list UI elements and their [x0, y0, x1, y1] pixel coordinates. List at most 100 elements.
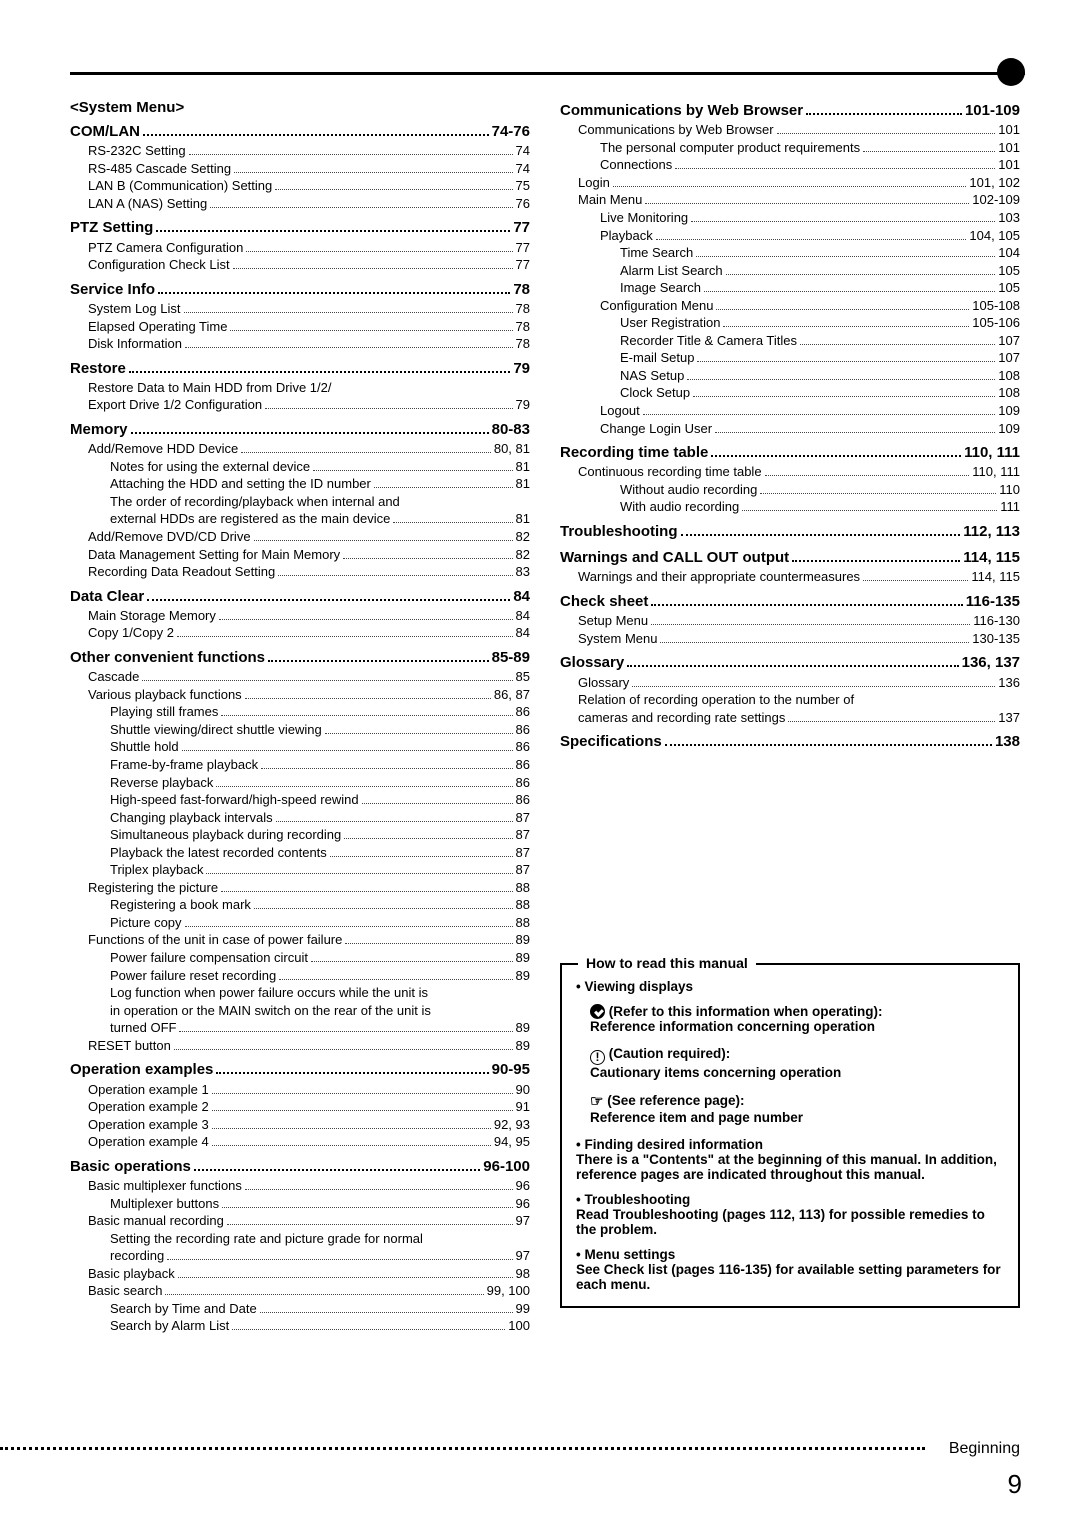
toc-entry: User Registration 105-106	[560, 314, 1020, 332]
toc-leader-dots	[265, 408, 512, 409]
toc-leader-dots	[742, 510, 997, 511]
toc-entry: Basic search 99, 100	[70, 1282, 530, 1300]
toc-label: Without audio recording	[620, 481, 757, 499]
toc-leader-dots	[241, 452, 491, 453]
toc-entry: Various playback functions 86, 87	[70, 686, 530, 704]
caution-icon: !	[590, 1050, 605, 1065]
toc-leader-dots	[227, 1224, 513, 1225]
toc-label: Communications by Web Browser	[560, 101, 803, 121]
toc-entry: System Menu 130-135	[560, 630, 1020, 648]
toc-label: Recorder Title & Camera Titles	[620, 332, 797, 350]
toc-label: E-mail Setup	[620, 349, 694, 367]
toc-leader-dots	[268, 660, 489, 662]
toc-label: Live Monitoring	[600, 209, 688, 227]
toc-page: 97	[516, 1247, 530, 1265]
toc-leader-dots	[216, 786, 512, 787]
toc-entry: Connections 101	[560, 156, 1020, 174]
toc-text-continuation: Log function when power failure occurs w…	[70, 984, 530, 1002]
toc-entry: Main Storage Memory 84	[70, 607, 530, 625]
toc-leader-dots	[210, 207, 512, 208]
toc-page: 85	[516, 668, 530, 686]
toc-leader-dots	[184, 312, 513, 313]
info-box-title: How to read this manual	[578, 955, 756, 971]
toc-leader-dots	[261, 768, 512, 769]
toc-entry: E-mail Setup 107	[560, 349, 1020, 367]
toc-entry: Change Login User 109	[560, 420, 1020, 438]
toc-entry: Picture copy 88	[70, 914, 530, 932]
toc-section: Recording time table 110, 111	[560, 443, 1020, 463]
toc-page: 101	[998, 121, 1020, 139]
toc-label: PTZ Setting	[70, 218, 153, 238]
toc-leader-dots	[222, 1207, 512, 1208]
toc-entry: Glossary 136	[560, 674, 1020, 692]
toc-page: 114, 115	[963, 548, 1020, 568]
toc-entry: Multiplexer buttons 96	[70, 1195, 530, 1213]
toc-section: Glossary 136, 137	[560, 653, 1020, 673]
toc-leader-dots	[234, 172, 512, 173]
toc-leader-dots	[393, 522, 512, 523]
toc-label: recording	[110, 1247, 164, 1265]
system-menu-heading: <System Menu>	[70, 99, 530, 116]
toc-leader-dots	[645, 203, 969, 204]
toc-label: Power failure compensation circuit	[110, 949, 308, 967]
toc-leader-dots	[177, 636, 513, 637]
toc-entry: Clock Setup 108	[560, 384, 1020, 402]
toc-page: 87	[516, 809, 530, 827]
toc-page: 104	[998, 244, 1020, 262]
toc-page: 79	[513, 359, 530, 379]
toc-label: Continuous recording time table	[578, 463, 762, 481]
toc-leader-dots	[129, 371, 510, 373]
toc-page: 89	[516, 949, 530, 967]
toc-leader-dots	[167, 1259, 512, 1260]
toc-entry: Elapsed Operating Time 78	[70, 318, 530, 336]
toc-entry: Main Menu 102-109	[560, 191, 1020, 209]
toc-entry: Disk Information 78	[70, 335, 530, 353]
toc-page: 97	[516, 1212, 530, 1230]
toc-entry: Logout 109	[560, 402, 1020, 420]
toc-entry: Configuration Check List 77	[70, 256, 530, 274]
toc-leader-dots	[800, 344, 995, 345]
toc-page: 89	[516, 967, 530, 985]
toc-leader-dots	[665, 744, 992, 746]
toc-page: 87	[516, 861, 530, 879]
toc-entry: Image Search 105	[560, 279, 1020, 297]
toc-entry: Basic multiplexer functions 96	[70, 1177, 530, 1195]
toc-label: Basic search	[88, 1282, 162, 1300]
toc-entry: With audio recording 111	[560, 498, 1020, 516]
toc-leader-dots	[711, 455, 961, 457]
toc-entry: Warnings and their appropriate counterme…	[560, 568, 1020, 586]
toc-label: Glossary	[578, 674, 629, 692]
toc-page: 87	[516, 844, 530, 862]
toc-leader-dots	[278, 575, 512, 576]
info-seeref: ☞ (See reference page):Reference item an…	[590, 1092, 1004, 1125]
toc-leader-dots	[777, 133, 996, 134]
toc-page: 111	[1000, 498, 1020, 516]
toc-entry: Recording Data Readout Setting 83	[70, 563, 530, 581]
toc-page: 110	[999, 481, 1020, 499]
toc-leader-dots	[212, 1093, 513, 1094]
toc-entry: Configuration Menu 105-108	[560, 297, 1020, 315]
toc-leader-dots	[311, 961, 513, 962]
toc-leader-dots	[185, 926, 513, 927]
toc-label: Memory	[70, 420, 128, 440]
toc-leader-dots	[246, 251, 512, 252]
toc-section: Other convenient functions 85-89	[70, 648, 530, 668]
toc-page: 78	[516, 300, 530, 318]
toc-leader-dots	[212, 1110, 513, 1111]
toc-page: 84	[513, 587, 530, 607]
toc-page: 101, 102	[969, 174, 1020, 192]
toc-label: User Registration	[620, 314, 720, 332]
toc-entry: Operation example 1 90	[70, 1081, 530, 1099]
toc-leader-dots	[681, 534, 961, 536]
toc-page: 74	[516, 160, 530, 178]
toc-leader-dots	[693, 396, 995, 397]
toc-entry: Cascade 85	[70, 668, 530, 686]
toc-leader-dots	[704, 291, 995, 292]
toc-label: System Log List	[88, 300, 181, 318]
toc-text-continuation: The order of recording/playback when int…	[70, 493, 530, 511]
toc-entry: The personal computer product requiremen…	[560, 139, 1020, 157]
toc-leader-dots	[275, 189, 512, 190]
toc-page: 116-130	[973, 612, 1020, 630]
toc-entry: System Log List 78	[70, 300, 530, 318]
toc-leader-dots	[212, 1145, 491, 1146]
